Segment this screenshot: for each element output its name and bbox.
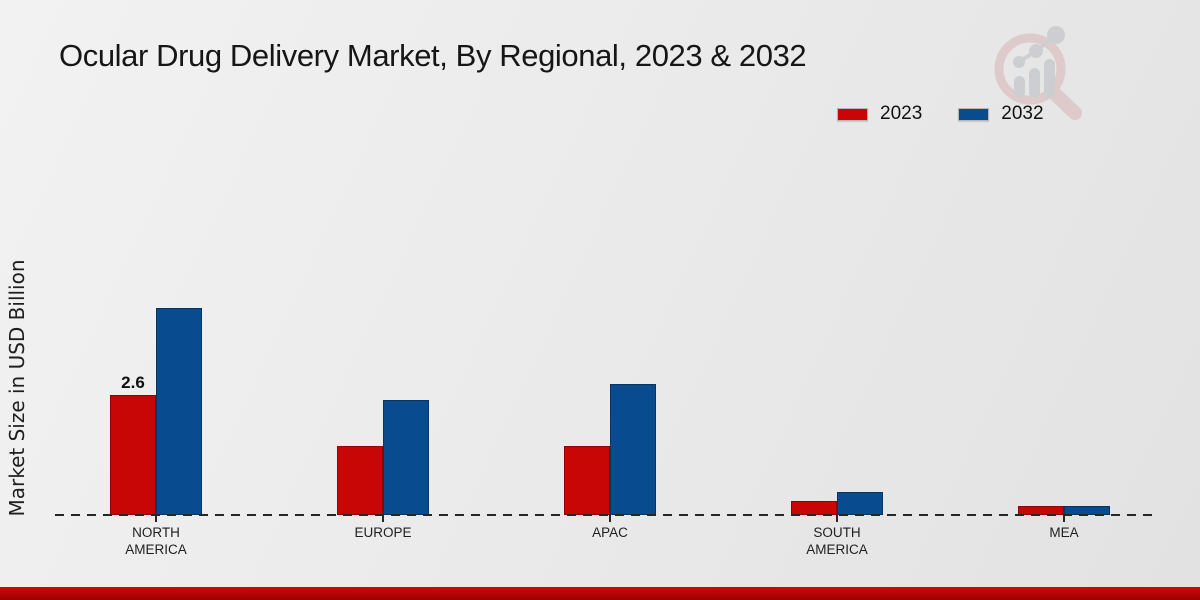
category-label-north-america: NORTH AMERICA [125, 525, 187, 558]
legend: 2023 2032 [837, 103, 1044, 125]
chart-title: Ocular Drug Delivery Market, By Regional… [59, 38, 807, 73]
x-tick-mea [1063, 515, 1065, 522]
data-label-2023-north-america: 2.6 [121, 373, 145, 392]
category-label-south-america: SOUTH AMERICA [806, 525, 868, 558]
legend-label-2032: 2032 [1001, 103, 1044, 124]
x-tick-south-america [836, 515, 838, 522]
x-axis-zero-line [55, 514, 1157, 516]
category-label-mea: MEA [1049, 525, 1079, 540]
x-tick-europe [382, 515, 384, 522]
bar-2023-europe [337, 446, 383, 515]
category-label-apac: APAC [592, 525, 628, 540]
bar-2023-north-america [110, 395, 156, 515]
magnifier-bar-chart-logo-icon [994, 26, 1082, 120]
bar-2032-apac [610, 384, 656, 515]
footer-accent-band [0, 587, 1200, 600]
bar-2032-europe [383, 400, 429, 515]
x-tick-north-america [155, 515, 157, 522]
bar-2023-apac [564, 446, 610, 515]
bar-2032-north-america [156, 308, 202, 515]
bar-2032-south-america [837, 492, 883, 515]
legend-swatch-2032 [958, 107, 990, 121]
legend-swatch-2023 [837, 107, 868, 121]
bar-2023-south-america [791, 501, 837, 515]
x-tick-apac [609, 515, 611, 522]
category-label-europe: EUROPE [354, 525, 412, 540]
legend-label-2023: 2023 [880, 103, 923, 124]
legend-item-2023: 2023 [837, 103, 922, 125]
legend-item-2032: 2032 [958, 103, 1044, 125]
